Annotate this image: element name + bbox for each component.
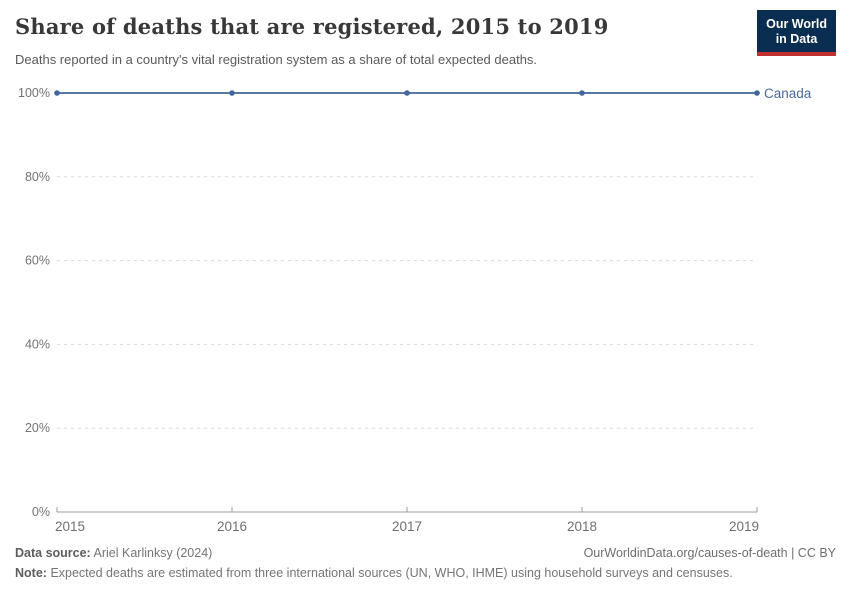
x-axis-tick-label: 2019 <box>729 519 759 534</box>
data-source-label: Data source: <box>15 546 91 560</box>
x-axis-tick-label: 2016 <box>217 519 247 534</box>
note-label: Note: <box>15 566 47 580</box>
y-axis-tick-label: 60% <box>25 254 50 268</box>
y-axis-tick-label: 100% <box>18 86 50 100</box>
owid-citation-link[interactable]: OurWorldinData.org/causes-of-death | CC … <box>583 546 836 560</box>
owid-logo: Our World in Data <box>757 10 836 56</box>
y-axis-tick-label: 40% <box>25 337 50 351</box>
x-axis-tick-label: 2015 <box>55 519 85 534</box>
chart-footer: Data source: Ariel Karlinksy (2024) OurW… <box>15 546 836 580</box>
chart-subtitle: Deaths reported in a country's vital reg… <box>15 52 538 67</box>
y-axis-tick-label: 80% <box>25 170 50 184</box>
data-point-2016[interactable] <box>229 90 235 96</box>
data-point-2018[interactable] <box>579 90 585 96</box>
chart-title: Share of deaths that are registered, 201… <box>15 14 609 39</box>
owid-logo-line1: Our World <box>766 17 827 31</box>
series-label-canada[interactable]: Canada <box>764 86 812 101</box>
owid-logo-line2: in Data <box>775 32 818 46</box>
x-axis-tick-label: 2017 <box>392 519 422 534</box>
data-point-2017[interactable] <box>404 90 410 96</box>
data-source-text: Ariel Karlinksy (2024) <box>93 546 213 560</box>
data-point-2015[interactable] <box>54 90 60 96</box>
note-text: Expected deaths are estimated from three… <box>50 566 733 580</box>
y-axis-tick-label: 20% <box>25 421 50 435</box>
data-source-line: Data source: Ariel Karlinksy (2024) <box>15 546 212 560</box>
y-axis-tick-label: 0% <box>32 505 50 519</box>
data-point-2019[interactable] <box>754 90 760 96</box>
x-axis-tick-label: 2018 <box>567 519 597 534</box>
